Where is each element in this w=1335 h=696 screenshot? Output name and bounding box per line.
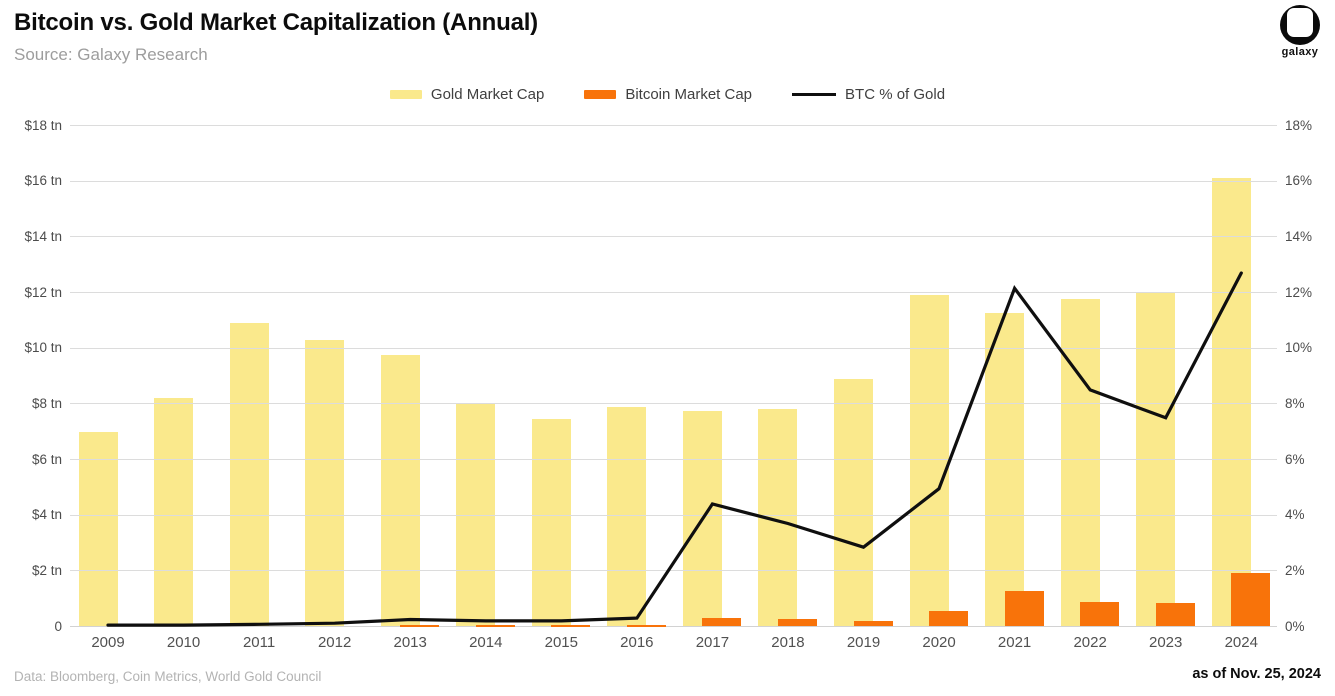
y-axis-label-left: $8 tn: [31, 395, 62, 411]
bitcoin-bar: [853, 621, 893, 627]
gold-bar: [607, 406, 647, 627]
y-axis-label-right: 6%: [1285, 451, 1305, 467]
x-axis-label: 2017: [695, 634, 730, 651]
y-axis-label-right: 16%: [1285, 173, 1313, 189]
bitcoin-bar: [626, 625, 666, 627]
x-axis-label: 2014: [469, 634, 503, 651]
x-axis-label: 2020: [922, 634, 956, 651]
gridline: [70, 292, 1277, 293]
galaxy-logo-icon: [1280, 5, 1320, 45]
y-axis-label-left: $12 tn: [24, 284, 62, 300]
y-axis-label-left: $18 tn: [24, 117, 62, 133]
y-axis-label-left: $2 tn: [31, 562, 62, 578]
y-axis-label-right: 2%: [1285, 562, 1305, 578]
galaxy-logo: galaxy: [1277, 5, 1323, 58]
line-swatch-icon: [792, 93, 837, 96]
gold-swatch-icon: [389, 90, 422, 99]
gridline: [70, 514, 1277, 516]
legend-label-bitcoin: Bitcoin Market Cap: [625, 86, 753, 103]
chart-source: Source: Galaxy Research: [14, 45, 208, 64]
y-axis-label-right: 14%: [1285, 228, 1313, 244]
legend-label-gold: Gold Market Cap: [430, 86, 545, 103]
x-axis-label: 2021: [997, 634, 1032, 651]
y-axis-label-right: 0%: [1285, 618, 1305, 634]
gridline: [70, 570, 1277, 572]
bitcoin-bar: [1231, 572, 1271, 627]
y-axis-label-right: 12%: [1285, 284, 1313, 300]
x-axis-label: 2011: [242, 634, 276, 651]
page-title: Bitcoin vs. Gold Market Capitalization (…: [14, 9, 538, 36]
x-axis-label: 2009: [91, 634, 125, 651]
gold-bar: [380, 355, 420, 627]
bitcoin-bar: [777, 618, 817, 627]
y-axis-label-right: 4%: [1285, 507, 1305, 523]
gold-bar: [909, 295, 949, 627]
x-axis-label: 2023: [1149, 634, 1183, 651]
bitcoin-bar: [551, 625, 591, 627]
y-axis-label-right: 8%: [1285, 395, 1305, 411]
x-axis-label: 2015: [544, 634, 578, 651]
x-axis-label: 2010: [166, 634, 201, 651]
bitcoin-bar: [1080, 602, 1120, 627]
y-axis-label-right: 10%: [1285, 340, 1313, 356]
y-axis-label-left: $14 tn: [24, 228, 62, 244]
gold-bar: [985, 313, 1025, 627]
gold-bar: [229, 323, 269, 627]
y-axis-label-right: 18%: [1285, 117, 1313, 133]
gridline: [70, 236, 1277, 238]
y-axis-label-left: 0: [54, 618, 62, 634]
gold-bar: [758, 409, 798, 627]
chart-legend: Gold Market Cap Bitcoin Market Cap BTC %…: [0, 86, 1335, 103]
y-axis-label-left: $4 tn: [31, 507, 62, 523]
galaxy-logo-text: galaxy: [1281, 46, 1319, 58]
y-axis-label-left: $10 tn: [24, 340, 62, 356]
bitcoin-bar: [1155, 602, 1195, 627]
gold-bar: [834, 378, 873, 627]
y-axis-label-left: $6 tn: [31, 451, 62, 467]
bitcoin-bar: [475, 625, 515, 627]
legend-label-btc-pct: BTC % of Gold: [845, 86, 946, 103]
gold-bar: [154, 398, 194, 627]
gold-bar: [682, 410, 722, 627]
legend-item-btc-pct: BTC % of Gold: [792, 86, 945, 103]
gold-bar: [78, 431, 118, 627]
bitcoin-swatch-icon: [584, 90, 617, 99]
bitcoin-bar: [400, 625, 440, 627]
legend-item-bitcoin: Bitcoin Market Cap: [584, 86, 752, 103]
y-axis-label-left: $16 tn: [24, 173, 62, 189]
bitcoin-bar: [1004, 590, 1044, 627]
gridline: [70, 403, 1277, 405]
gridline: [70, 459, 1277, 460]
gridline: [70, 347, 1277, 349]
gold-bar: [531, 419, 571, 627]
gridline: [70, 180, 1277, 182]
legend-item-gold: Gold Market Cap: [389, 86, 545, 103]
x-axis-label: 2013: [393, 634, 427, 651]
bitcoin-bar: [929, 611, 969, 627]
data-note: Data: Bloomberg, Coin Metrics, World Gol…: [14, 669, 322, 684]
x-axis-label: 2018: [771, 634, 805, 651]
x-axis-label: 2024: [1224, 634, 1258, 651]
x-axis-label: 2016: [620, 634, 654, 651]
gridline: [70, 125, 1277, 126]
as-of-date: as of Nov. 25, 2024: [1192, 666, 1321, 682]
bitcoin-bar: [702, 617, 742, 627]
x-axis-label: 2012: [317, 634, 352, 651]
x-axis-label: 2022: [1073, 634, 1107, 651]
gold-bar: [305, 339, 345, 627]
x-axis-label: 2019: [846, 634, 881, 651]
